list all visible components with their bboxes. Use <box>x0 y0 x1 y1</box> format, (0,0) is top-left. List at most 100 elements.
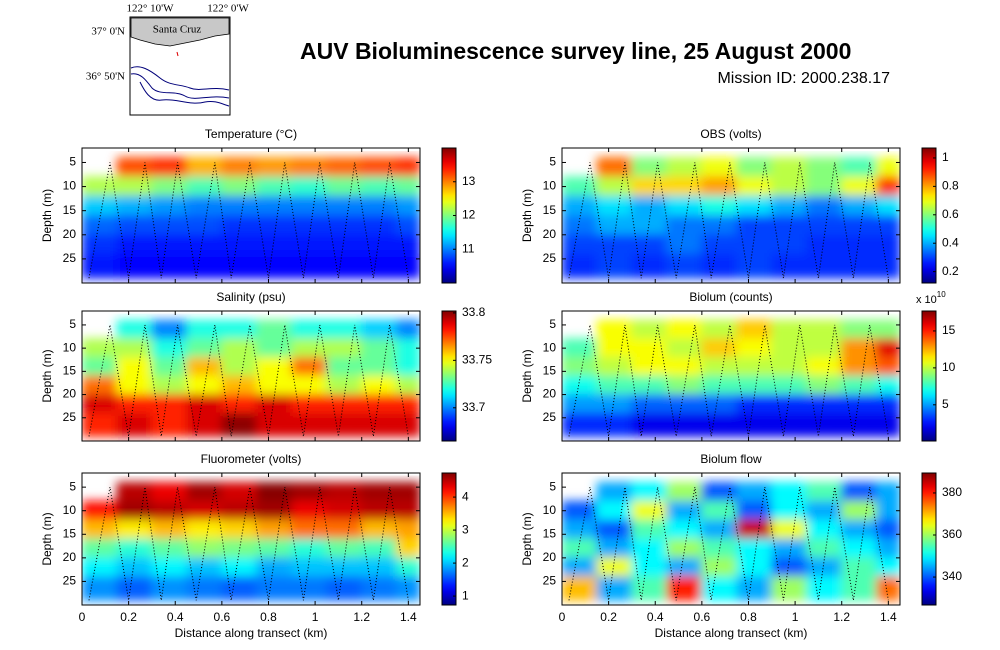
cell <box>841 412 878 437</box>
cell <box>771 394 808 414</box>
cell <box>771 195 808 216</box>
cell <box>82 500 118 521</box>
cell <box>186 576 223 601</box>
cell <box>186 519 223 540</box>
cell <box>116 538 153 559</box>
cell <box>221 356 258 377</box>
cell <box>666 557 703 578</box>
cell <box>361 500 398 521</box>
cell <box>771 253 808 279</box>
cell <box>151 538 188 559</box>
cell <box>256 500 293 521</box>
cell <box>701 356 738 377</box>
cell <box>186 234 223 255</box>
cell <box>326 195 363 216</box>
field <box>82 157 420 279</box>
cell <box>116 519 153 540</box>
cell <box>701 234 738 255</box>
colorbar-tick-label: 360 <box>942 527 962 541</box>
cell <box>186 176 223 197</box>
y-tick-label: 15 <box>63 364 77 378</box>
y-tick-label: 10 <box>543 340 557 354</box>
map-y-label: 37° 0'N <box>91 26 125 38</box>
x-tick-label: 0.4 <box>647 610 664 624</box>
cell <box>876 557 900 578</box>
cell <box>361 481 398 502</box>
cell <box>666 176 703 197</box>
cell <box>256 176 293 197</box>
cell <box>82 375 118 396</box>
panel-title: Biolum (counts) <box>689 290 772 304</box>
cell <box>701 519 738 540</box>
cell <box>326 519 363 540</box>
cell <box>736 375 773 396</box>
cell <box>666 375 703 396</box>
y-tick-label: 20 <box>63 550 77 564</box>
cell <box>771 157 808 178</box>
cell <box>326 557 363 578</box>
cell <box>841 356 878 377</box>
cell <box>701 176 738 197</box>
cell <box>116 215 153 236</box>
survey-line <box>176 51 179 57</box>
cell <box>396 375 420 396</box>
cell <box>361 215 398 236</box>
cell <box>82 394 118 414</box>
multiplier-exponent: 10 <box>937 290 946 299</box>
cell <box>666 500 703 521</box>
cell <box>596 375 633 396</box>
colorbar <box>921 310 937 442</box>
map-inset: 122° 10'W 122° 0'W 37° 0'N 36° 50'N Sant… <box>86 3 249 116</box>
cell <box>151 157 188 178</box>
cell <box>396 234 420 255</box>
cell <box>151 356 188 377</box>
cell <box>151 253 188 279</box>
y-tick-label: 5 <box>549 155 556 169</box>
cell <box>256 519 293 540</box>
cell <box>291 576 328 601</box>
mission-id: Mission ID: 2000.238.17 <box>717 70 890 87</box>
cell <box>116 319 153 340</box>
cell <box>736 234 773 255</box>
y-tick-label: 5 <box>69 479 76 493</box>
field <box>562 157 900 279</box>
cell <box>151 195 188 216</box>
cell <box>326 234 363 255</box>
cell <box>562 375 598 396</box>
cell <box>221 557 258 578</box>
cell <box>841 215 878 236</box>
cell <box>806 319 843 340</box>
y-tick-label: 10 <box>63 340 77 354</box>
cell <box>596 195 633 216</box>
cell <box>631 481 668 502</box>
cell <box>596 576 633 601</box>
cell <box>806 234 843 255</box>
cell <box>326 338 363 358</box>
x-tick-label: 1.4 <box>880 610 897 624</box>
y-tick-label: 10 <box>63 179 77 193</box>
colorbar-tick-label: 1 <box>462 588 469 602</box>
cell <box>361 412 398 437</box>
panel <box>562 481 900 601</box>
y-tick-label: 15 <box>63 526 77 540</box>
cell <box>116 557 153 578</box>
cell <box>771 557 808 578</box>
y-tick-label: 5 <box>69 317 76 331</box>
cell <box>326 356 363 377</box>
cell <box>291 157 328 178</box>
cell <box>596 356 633 377</box>
x-tick-label: 1 <box>792 610 799 624</box>
plot-frame <box>81 310 421 442</box>
cell <box>736 394 773 414</box>
cell <box>256 538 293 559</box>
y-tick-label: 25 <box>543 574 557 588</box>
cell <box>562 500 598 521</box>
cell <box>291 500 328 521</box>
cell <box>562 576 598 601</box>
cell <box>326 394 363 414</box>
cell <box>256 195 293 216</box>
cell <box>736 319 773 340</box>
cell <box>116 356 153 377</box>
cell <box>82 576 118 601</box>
cell <box>771 338 808 358</box>
